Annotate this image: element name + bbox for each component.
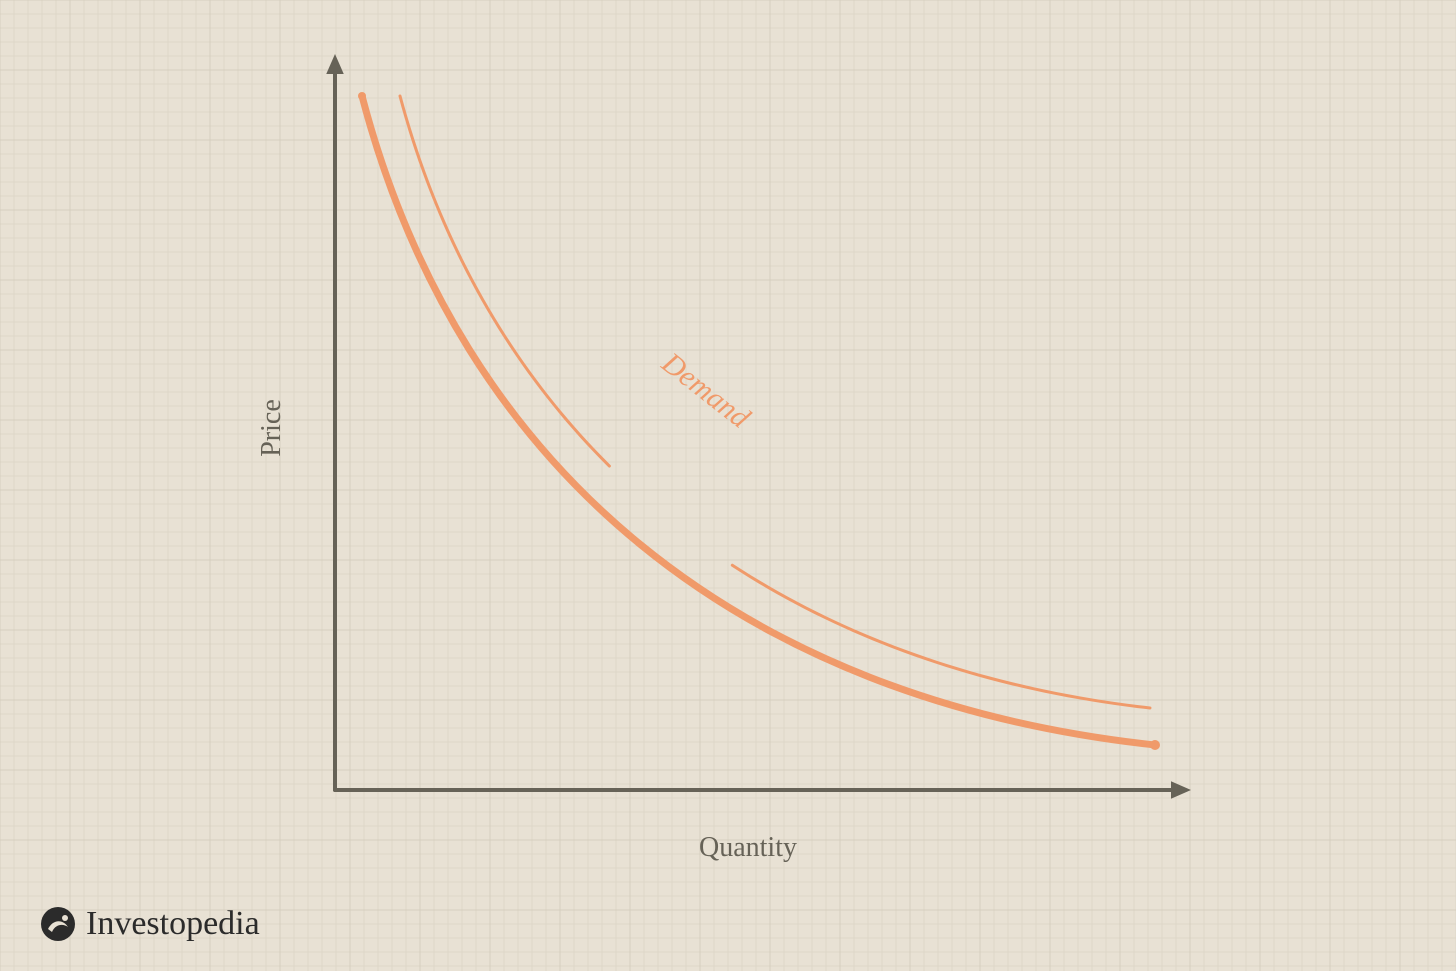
x-axis-label: Quantity <box>699 832 797 863</box>
brand-logo: Investopedia <box>40 905 260 943</box>
brand-logo-text: Investopedia <box>86 905 260 943</box>
chart-canvas: QuantityPriceDemand Investopedia <box>0 0 1456 971</box>
y-axis-label: Price <box>256 399 287 457</box>
investopedia-icon <box>40 906 76 942</box>
demand-curve-chart: QuantityPriceDemand <box>0 0 1456 971</box>
